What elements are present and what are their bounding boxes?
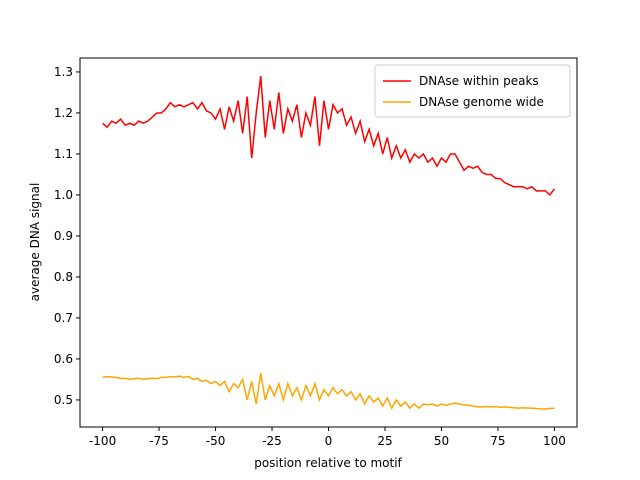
y-tick-label: 0.6 <box>54 352 73 366</box>
x-tick-label: -100 <box>89 434 116 448</box>
line-series <box>102 75 556 197</box>
plot-frame <box>79 57 578 428</box>
y-tick-label: 1.2 <box>54 106 73 120</box>
x-tick-label: 25 <box>377 434 392 448</box>
x-tick-label: 50 <box>434 434 449 448</box>
y-tick-label: 0.7 <box>54 311 73 325</box>
legend-box <box>374 64 571 118</box>
legend-label: DNAse within peaks <box>419 74 539 88</box>
x-tick-label: 100 <box>543 434 566 448</box>
y-tick-label: 1.3 <box>54 65 73 79</box>
y-tick-label: 0.5 <box>54 393 73 407</box>
x-tick-label: -50 <box>206 434 226 448</box>
x-tick-label: 0 <box>325 434 333 448</box>
y-tick-label: 0.9 <box>54 229 73 243</box>
y-tick-label: 0.8 <box>54 270 73 284</box>
y-tick-label: 1.1 <box>54 147 73 161</box>
line-series <box>102 373 555 410</box>
y-tick-label: 1.0 <box>54 188 73 202</box>
x-tick-label: -75 <box>149 434 169 448</box>
x-axis-label: position relative to motif <box>254 456 402 470</box>
y-axis-label: average DNA signal <box>28 183 42 302</box>
legend-label: DNAse genome wide <box>419 95 544 109</box>
x-tick-label: 75 <box>490 434 505 448</box>
x-tick-label: -25 <box>262 434 282 448</box>
